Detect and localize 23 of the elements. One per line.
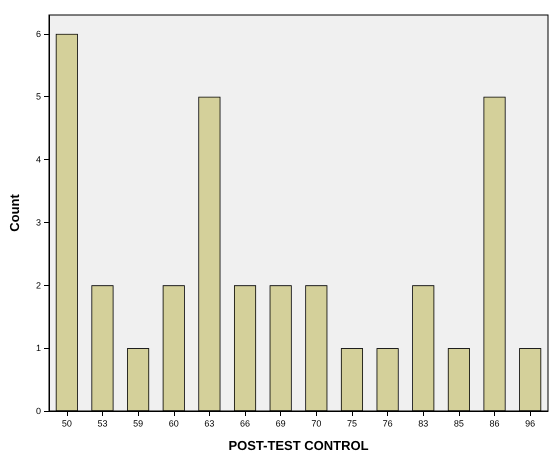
x-tick-label: 69 — [276, 418, 286, 428]
y-tick-label: 3 — [36, 217, 41, 228]
x-tick-label: 63 — [204, 418, 214, 428]
y-tick-label: 1 — [36, 343, 41, 354]
x-tick-label: 60 — [168, 418, 179, 428]
x-tick-label: 85 — [454, 418, 464, 428]
y-tick-label: 5 — [36, 92, 41, 102]
x-tick-label: 86 — [490, 418, 500, 428]
x-tick-label: 70 — [311, 418, 322, 428]
x-tick-label: 66 — [240, 418, 250, 428]
x-axis-title: POST-TEST CONTROL — [228, 438, 369, 453]
y-tick-label: 4 — [36, 154, 41, 165]
x-tick-label: 75 — [346, 418, 357, 428]
y-tick-label: 0 — [36, 406, 41, 416]
x-tick-label: 83 — [418, 418, 428, 428]
x-tick-label: 96 — [525, 418, 536, 428]
x-tick-label: 76 — [382, 418, 393, 428]
x-tick-label: 50 — [62, 418, 72, 428]
y-axis-title: Count — [7, 194, 22, 232]
x-tick-label: 53 — [97, 418, 108, 428]
y-tick-label: 6 — [36, 28, 41, 39]
y-tick-label: 2 — [36, 280, 41, 290]
x-tick-label: 59 — [133, 418, 144, 428]
